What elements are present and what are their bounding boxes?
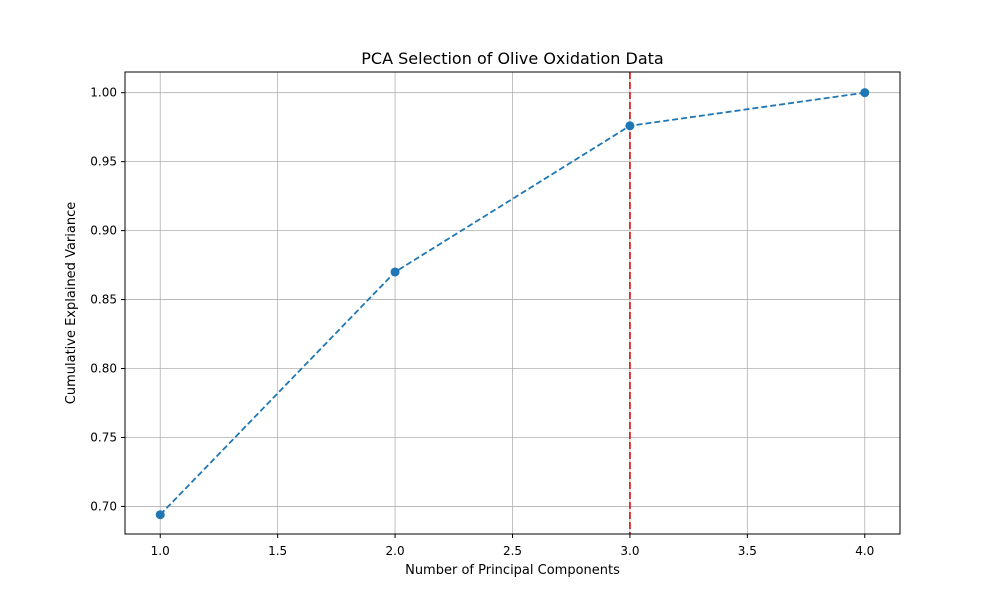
series-line xyxy=(159,91,865,516)
x-axis-label: Number of Principal Components xyxy=(405,563,620,578)
y-tick-label: 0.95 xyxy=(90,155,117,169)
x-tick-label: 1.0 xyxy=(151,544,170,558)
series-lines xyxy=(159,91,865,516)
x-tick-label: 3.5 xyxy=(738,544,757,558)
y-tick-label: 0.80 xyxy=(90,362,117,376)
x-tick-label: 4.0 xyxy=(855,544,874,558)
y-tick-label: 1.00 xyxy=(90,86,117,100)
y-tick-label: 0.90 xyxy=(90,224,117,238)
y-tick-label: 0.85 xyxy=(90,293,117,307)
data-point xyxy=(155,510,165,520)
y-ticks: 0.70 0.75 0.80 0.85 0.90 0.95 1.00 xyxy=(90,86,125,513)
y-axis-label: Cumulative Explained Variance xyxy=(64,202,79,404)
data-point xyxy=(390,267,400,277)
x-tick-label: 3.0 xyxy=(620,544,639,558)
data-point xyxy=(860,88,870,98)
x-ticks: 1.0 1.5 2.0 2.5 3.0 3.5 4.0 xyxy=(151,534,874,558)
y-tick-label: 0.70 xyxy=(90,499,117,513)
data-points xyxy=(155,88,870,520)
x-tick-label: 1.5 xyxy=(268,544,287,558)
x-tick-label: 2.0 xyxy=(386,544,405,558)
grid-lines xyxy=(125,72,900,534)
data-point xyxy=(625,121,635,131)
x-tick-label: 2.5 xyxy=(503,544,522,558)
chart-title: PCA Selection of Olive Oxidation Data xyxy=(361,49,663,68)
y-tick-label: 0.75 xyxy=(90,430,117,444)
